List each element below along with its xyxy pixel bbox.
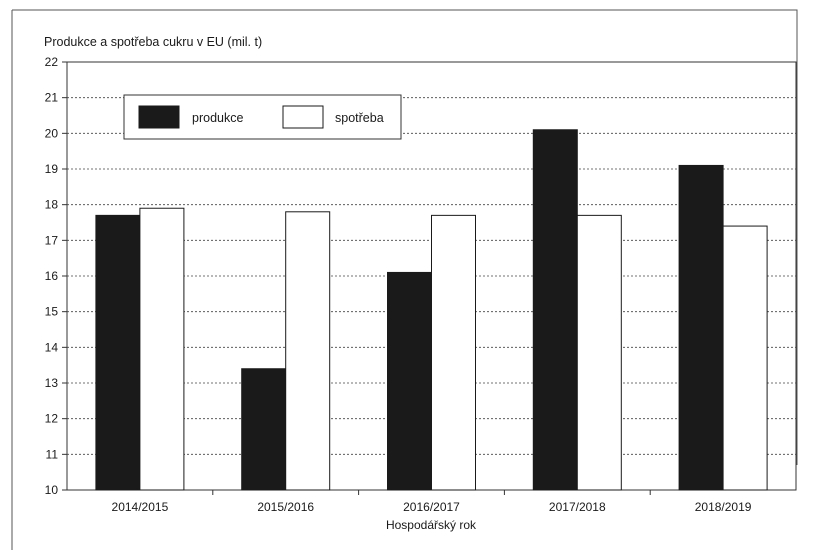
bar-produkce [678,164,724,491]
legend-label-spotreba: spotřeba [335,111,384,125]
y-tick-label: 19 [45,162,59,176]
y-tick-label: 14 [45,340,59,354]
legend-swatch-spotreba [282,105,324,129]
bar-spotreba [722,225,768,491]
y-tick-label: 16 [45,269,59,283]
y-tick-label: 15 [45,305,59,319]
y-tick-label: 18 [45,198,59,212]
y-tick-label: 10 [45,483,59,497]
bar-spotreba [576,214,622,491]
bar-produkce [241,368,287,491]
bar-spotreba [285,211,331,491]
x-tick-label: 2015/2016 [257,500,314,514]
legend: produkce spotřeba [123,94,402,140]
x-axis: 2014/2015 2015/2016 2016/2017 2017/2018 2018… [112,490,752,514]
y-tick-label: 11 [46,447,59,461]
y-tick-label: 22 [45,55,59,69]
y-axis: 10 11 12 13 14 15 16 17 18 19 20 21 22 [45,55,67,497]
x-axis-label: Hospodářský rok [386,518,477,532]
y-tick-label: 13 [45,376,59,390]
x-tick-label: 2017/2018 [549,500,606,514]
y-tick-label: 21 [45,91,59,105]
bar-spotreba [139,207,185,491]
y-tick-label: 17 [45,233,59,247]
bar-spotreba [431,214,476,491]
x-tick-label: 2016/2017 [403,500,460,514]
legend-swatch-produkce [138,105,180,129]
y-tick-label: 20 [45,126,59,140]
bar-produkce [387,271,432,491]
bar-produkce [95,214,141,491]
bars [95,129,768,491]
bar-produkce [532,129,578,491]
x-tick-label: 2014/2015 [112,500,169,514]
chart-title: Produkce a spotřeba cukru v EU (mil. t) [44,35,262,49]
x-tick-label: 2018/2019 [695,500,752,514]
legend-label-produkce: produkce [192,111,243,125]
y-tick-label: 12 [45,412,59,426]
outer-border [11,9,798,550]
